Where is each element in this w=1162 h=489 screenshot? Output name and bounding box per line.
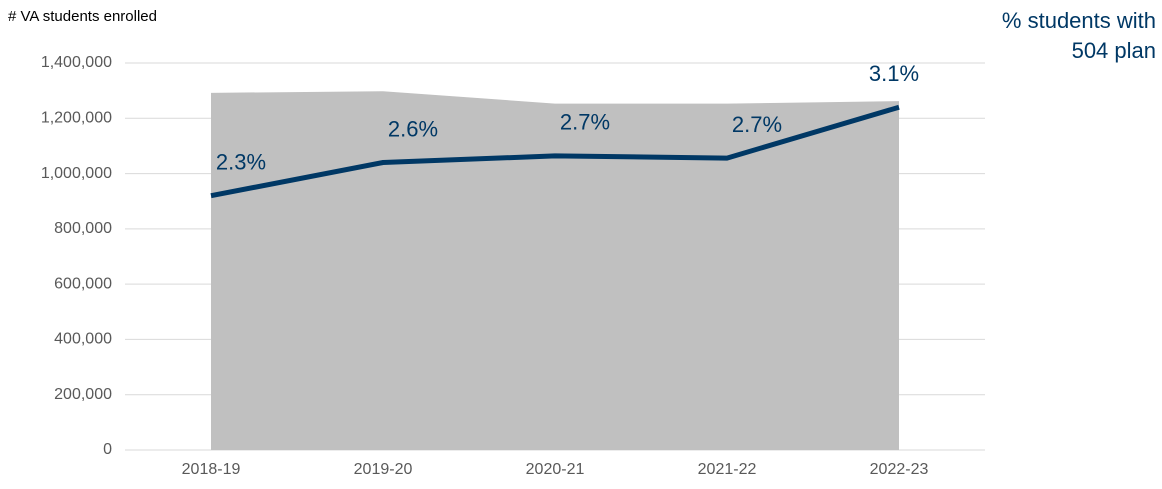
data-label: 2.7% bbox=[560, 110, 610, 135]
x-tick-label: 2022-23 bbox=[870, 461, 929, 478]
y-tick-label: 1,200,000 bbox=[41, 110, 112, 127]
y-tick-label: 1,000,000 bbox=[41, 165, 112, 182]
y-tick-label: 800,000 bbox=[54, 220, 112, 237]
y-tick-label: 0 bbox=[103, 441, 112, 458]
data-label: 3.1% bbox=[869, 61, 919, 86]
area bbox=[211, 91, 899, 451]
y-tick-label: 400,000 bbox=[54, 331, 112, 348]
x-tick-label: 2021-22 bbox=[698, 461, 757, 478]
series-label: % students with 504 plan bbox=[1001, 8, 1156, 63]
y-tick-label: 1,400,000 bbox=[41, 54, 112, 71]
y-axis-label: # VA students enrolled bbox=[8, 8, 157, 25]
data-label: 2.7% bbox=[732, 112, 782, 137]
data-label: 2.3% bbox=[216, 149, 266, 174]
y-tick-label: 200,000 bbox=[54, 386, 112, 403]
x-tick-label: 2019-20 bbox=[354, 461, 413, 478]
y-tick-label: 600,000 bbox=[54, 275, 112, 292]
x-tick-label: 2020-21 bbox=[526, 461, 585, 478]
data-label: 2.6% bbox=[388, 116, 438, 141]
line bbox=[210, 104, 900, 199]
x-tick-label: 2018-19 bbox=[182, 461, 241, 478]
